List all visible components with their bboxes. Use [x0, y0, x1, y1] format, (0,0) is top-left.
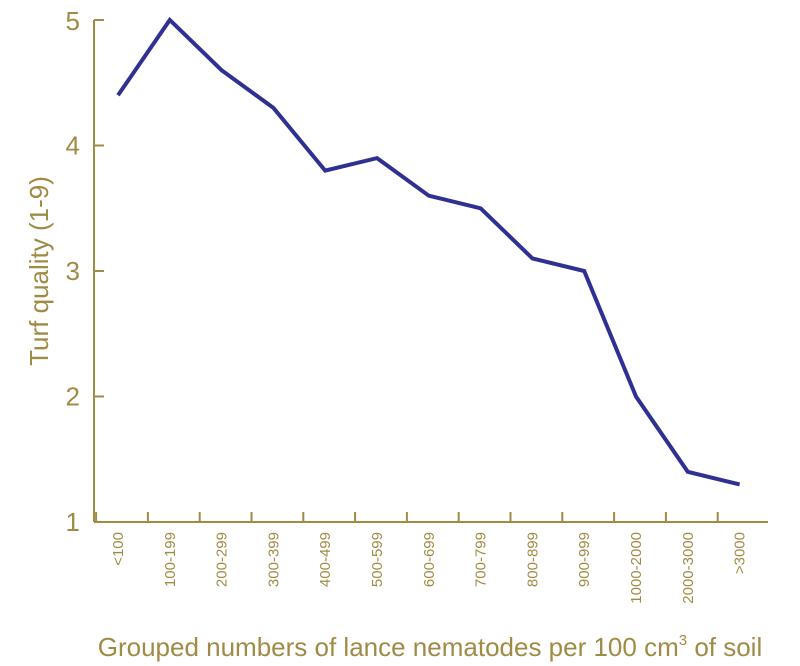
x-axis-title-main: Grouped numbers of lance nematodes per 1… [98, 632, 679, 662]
y-axis-title: Turf quality (1-9) [24, 176, 54, 366]
x-tick-label: <100 [110, 532, 127, 566]
series-layer [116, 16, 741, 487]
x-tick-label: 200-299 [214, 532, 231, 587]
x-axis-title-superscript: 3 [679, 632, 687, 649]
y-tick-label: 5 [66, 6, 80, 36]
y-ticks: 1 2 3 4 5 [66, 6, 104, 537]
y-tick-label: 4 [66, 131, 80, 161]
x-tick-label: >3000 [732, 532, 749, 574]
x-tick-label: 1000-2000 [628, 532, 645, 604]
y-tick-label: 1 [66, 507, 80, 537]
x-tick-label: 600-699 [421, 532, 438, 587]
series-line [116, 16, 741, 487]
x-tick-label: 2000-3000 [680, 532, 697, 604]
x-tick-label: 100-199 [162, 532, 179, 587]
y-tick-label: 2 [66, 382, 80, 412]
x-tick-label: 300-399 [265, 532, 282, 587]
x-tick-label: 400-499 [317, 532, 334, 587]
x-tick-label: 500-599 [369, 532, 386, 587]
x-tick-label: 800-899 [524, 532, 541, 587]
x-tick-label: 700-799 [473, 532, 490, 587]
x-axis-title: Grouped numbers of lance nematodes per 1… [98, 632, 763, 662]
y-tick-label: 3 [66, 256, 80, 286]
x-ticks: <100 100-199 200-299 300-399 400-499 500-599 6… [95, 512, 749, 604]
x-axis-title-suffix: of soil [687, 632, 762, 662]
x-tick-label: 900-999 [576, 532, 593, 587]
